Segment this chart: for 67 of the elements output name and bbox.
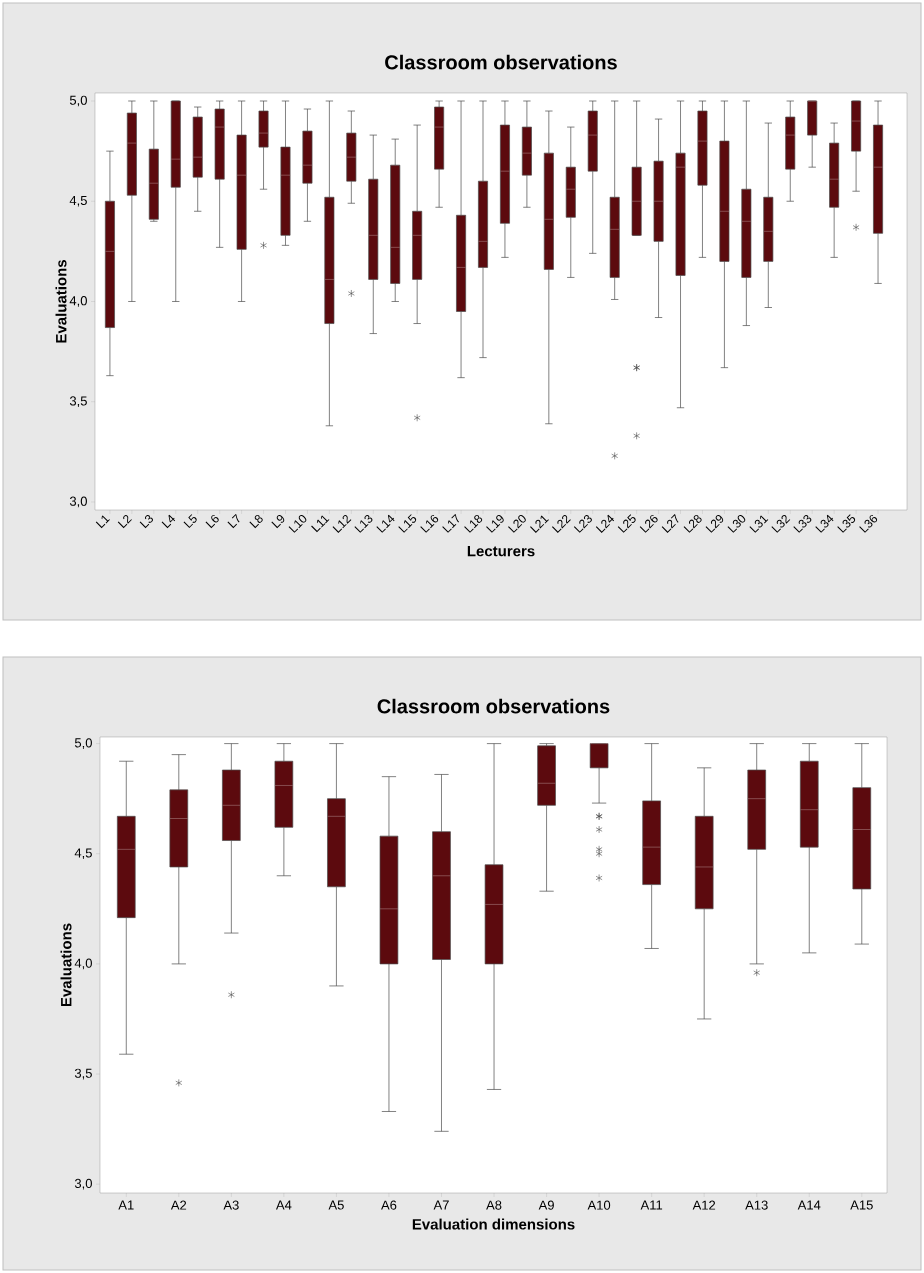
- y-tick-label: 4,5: [69, 195, 87, 207]
- x-tick-label: L13: [354, 514, 373, 533]
- x-tick-label: A4: [275, 1200, 292, 1210]
- x-tick-label: L3: [139, 514, 153, 529]
- x-tick-label: A12: [692, 1200, 716, 1210]
- x-tick-label: A13: [745, 1200, 768, 1210]
- x-tick-label: L12: [332, 514, 352, 533]
- y-tick-label: 4,5: [74, 848, 92, 860]
- chart-title: Classroom observations: [377, 698, 610, 714]
- x-tick-label: L22: [551, 514, 571, 533]
- x-tick-label: L24: [595, 514, 615, 533]
- x-tick-label: L18: [464, 514, 483, 533]
- x-tick-label: L20: [508, 515, 526, 533]
- x-tick-label: A15: [850, 1200, 873, 1210]
- x-tick-label: A2: [170, 1200, 187, 1210]
- x-tick-label: A6: [381, 1200, 397, 1210]
- x-tick-label: L30: [727, 515, 746, 533]
- x-tick-label: A11: [640, 1200, 663, 1210]
- x-tick-label: L9: [271, 515, 285, 529]
- x-tick-label: L27: [661, 514, 679, 533]
- x-tick-label: A14: [797, 1200, 821, 1210]
- y-tick-label: 4,0: [74, 958, 92, 970]
- y-axis-title: Evaluations: [55, 260, 67, 343]
- x-tick-label: A1: [118, 1200, 134, 1210]
- x-tick-label: L4: [161, 514, 176, 529]
- x-tick-label: L14: [376, 514, 395, 533]
- x-tick-label: L5: [183, 514, 197, 529]
- y-tick-label: 3,5: [74, 1068, 92, 1080]
- x-tick-label: A3: [223, 1200, 239, 1210]
- x-tick-label: L11: [311, 515, 330, 533]
- y-tick-label: 5,0: [74, 738, 92, 749]
- x-tick-label: A8: [486, 1200, 502, 1210]
- x-tick-label: L26: [639, 514, 658, 533]
- x-tick-label: A7: [433, 1200, 449, 1210]
- x-tick-label: L6: [205, 514, 219, 529]
- x-tick-label: L2: [117, 514, 132, 529]
- x-tick-label: L21: [530, 515, 549, 533]
- y-tick-label: 3,5: [69, 396, 87, 408]
- y-tick-label: 3,0: [74, 1178, 92, 1190]
- x-tick-label: A5: [328, 1200, 344, 1210]
- x-tick-label: L10: [288, 515, 307, 533]
- x-tick-label: L35: [837, 514, 856, 533]
- x-tick-label: L7: [227, 514, 240, 529]
- x-tick-label: L32: [771, 514, 791, 533]
- x-tick-label: L17: [442, 514, 460, 533]
- x-tick-label: L8: [249, 514, 263, 529]
- chart-title: Classroom observations: [385, 54, 617, 70]
- x-tick-label: L36: [859, 514, 878, 533]
- x-tick-label: L25: [617, 514, 636, 533]
- x-tick-label: L28: [683, 514, 702, 533]
- x-tick-label: L29: [705, 515, 724, 533]
- y-tick-label: 4,0: [69, 296, 87, 307]
- x-tick-label: L33: [793, 514, 812, 533]
- x-axis-title: Lecturers: [467, 545, 535, 557]
- x-tick-label: L1: [95, 515, 110, 529]
- y-tick-label: 3,0: [69, 496, 87, 508]
- x-tick-label: L23: [573, 514, 592, 533]
- x-tick-label: L34: [815, 514, 834, 533]
- x-axis-title: Evaluation dimensions: [412, 1218, 575, 1230]
- x-tick-label: A10: [587, 1200, 611, 1210]
- x-tick-label: A9: [538, 1200, 554, 1210]
- x-tick-label: L16: [420, 514, 439, 533]
- y-axis-title: Evaluations: [60, 923, 72, 1007]
- x-tick-label: L31: [749, 515, 769, 533]
- x-tick-label: L19: [486, 515, 504, 533]
- x-tick-label: L15: [398, 514, 417, 533]
- y-tick-label: 5,0: [69, 95, 87, 107]
